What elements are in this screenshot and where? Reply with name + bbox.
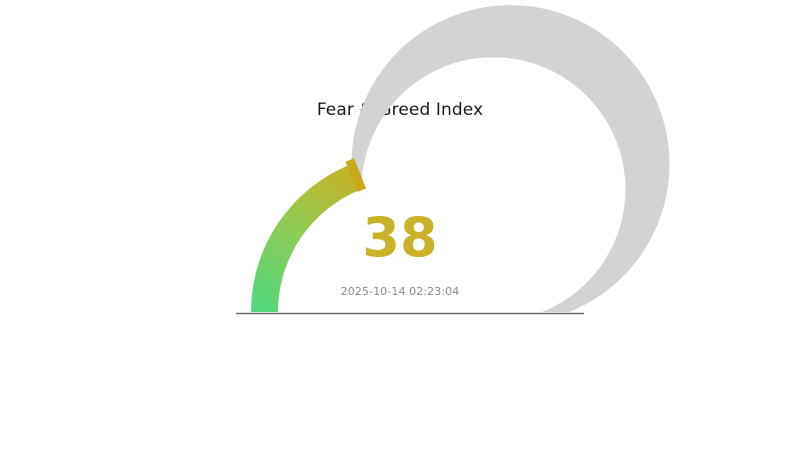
gauge-value-text: 38 <box>362 206 438 269</box>
gauge-timestamp-text: 2025-10-14 02:23:04 <box>340 285 460 298</box>
gauge-value-arc <box>251 164 362 312</box>
gauge-value-marker-icon <box>345 158 367 192</box>
gauge-track-arc <box>351 5 670 313</box>
page-title: Fear & Greed Index <box>316 100 484 120</box>
